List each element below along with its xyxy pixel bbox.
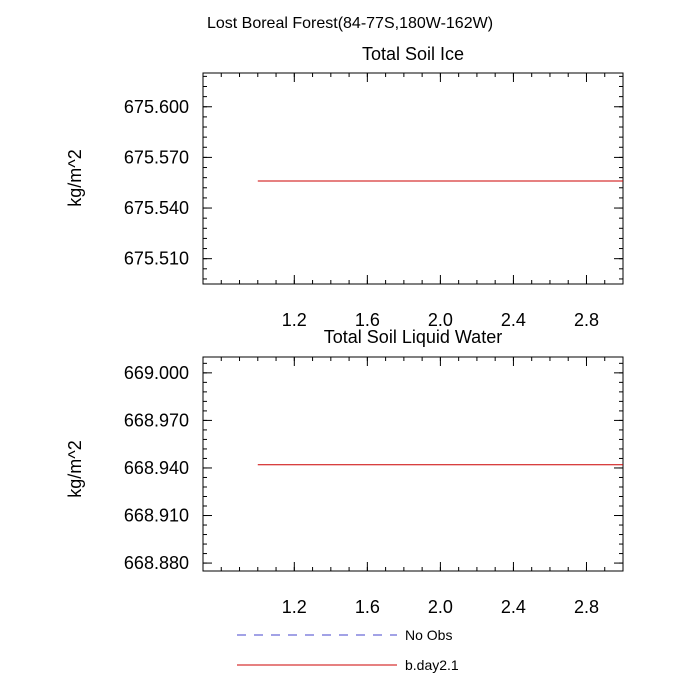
x-tick-label: 1.6 [355,310,380,330]
y-tick-label: 669.000 [124,363,189,383]
x-tick-label: 2.8 [574,597,599,617]
legend: No Obs b.day2.1 [237,627,459,673]
plot-frame [202,356,624,572]
y-tick-label: 668.910 [124,506,189,526]
y-tick-label: 668.970 [124,410,189,430]
x-tick-label: 2.0 [428,597,453,617]
x-tick-label: 1.6 [355,597,380,617]
plot-area: 1.2 1.6 2.0 2.4 2.8 675.600 675.570 675.540 675.… [124,72,624,330]
y-axis-label: kg/m^2 [65,440,85,497]
plot-area: 1.2 1.6 2.0 2.4 2.8 669.000 668.970 668.940 668.… [124,356,624,617]
x-tick-label: 1.2 [282,310,307,330]
y-tick-label: 675.570 [124,147,189,167]
y-tick-label: 675.510 [124,249,189,269]
plot-frame [202,72,624,285]
plot-total-soil-ice: Total Soil Ice kg/m^2 1.2 1.6 2.0 2.4 2.8 675… [65,44,624,330]
y-tick-label: 675.600 [124,97,189,117]
x-tick-label: 2.4 [501,310,526,330]
y-tick-label: 668.880 [124,553,189,573]
figure-title: Lost Boreal Forest(84-77S,180W-162W) [207,15,493,32]
y-axis-label: kg/m^2 [65,149,85,206]
legend-label-b-day2-1: b.day2.1 [405,657,459,673]
plot-total-soil-liquid-water: Total Soil Liquid Water kg/m^2 1.2 1.6 2.0… [65,327,624,617]
x-tick-label: 2.0 [428,310,453,330]
x-tick-label: 2.8 [574,310,599,330]
legend-label-no-obs: No Obs [405,627,452,643]
plot-title: Total Soil Ice [362,44,464,64]
plot-title: Total Soil Liquid Water [324,327,502,347]
x-tick-label: 2.4 [501,597,526,617]
x-tick-label: 1.2 [282,597,307,617]
y-tick-label: 675.540 [124,198,189,218]
y-tick-label: 668.940 [124,458,189,478]
